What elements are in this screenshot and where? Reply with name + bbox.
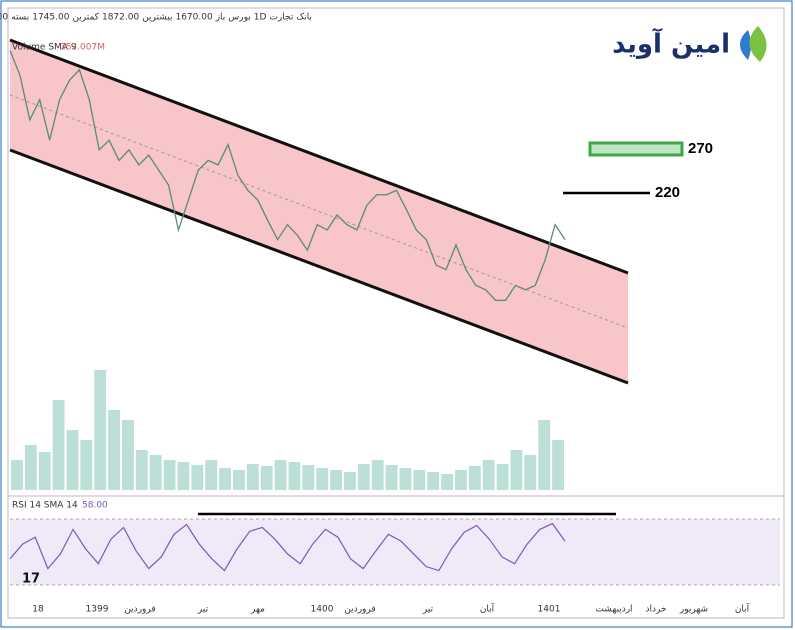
x-tick-label: آبان	[735, 603, 750, 615]
x-tick-label: 18	[32, 605, 44, 615]
volume-label: Volume SMA 9	[12, 43, 77, 53]
volume-bar	[219, 468, 231, 490]
x-tick-label: 1399	[86, 605, 109, 615]
volume-bar	[552, 440, 564, 490]
volume-bar	[357, 464, 370, 490]
x-tick-label: شهریور	[679, 605, 708, 615]
header-item: بانک تجارت	[269, 13, 312, 23]
volume-bar	[24, 445, 37, 490]
volume-bar	[177, 462, 190, 490]
volume-bar	[455, 470, 467, 490]
x-tick-label: فروردین	[344, 605, 375, 615]
volume-bar	[496, 464, 509, 490]
rsi-band	[10, 519, 780, 585]
volume-bar	[191, 465, 204, 490]
rsi-label: RSI 14 SMA 14	[12, 501, 78, 511]
volume-bar	[441, 474, 453, 490]
channel-bottom	[9, 148, 629, 385]
volume-bar	[38, 452, 51, 490]
rsi-line	[9, 522, 566, 572]
volume-bar	[468, 466, 481, 490]
x-tick-label: اردیبهشت	[595, 605, 632, 615]
volume-bar	[135, 450, 148, 490]
volume-bar	[524, 455, 537, 490]
volume-bar	[163, 460, 176, 490]
volume-bar	[80, 440, 93, 490]
header-item: 1745.00	[32, 13, 69, 23]
volume-bar	[399, 468, 412, 490]
level-label: 220	[655, 184, 680, 201]
volume-bar	[108, 410, 120, 490]
channel-mid	[9, 94, 629, 329]
x-tick-label: فروردین	[124, 605, 155, 615]
header-item: کمترین	[72, 13, 99, 23]
level-box	[588, 141, 684, 157]
header-item: 1D	[254, 13, 267, 23]
volume-bar	[205, 460, 218, 490]
volume-bar	[52, 400, 65, 490]
volume-bar	[510, 450, 523, 490]
volume-bar	[66, 430, 79, 490]
volume-bar	[122, 420, 134, 490]
header-item: بسته	[11, 13, 29, 23]
header-item: 1872.00	[102, 13, 139, 23]
header-item: بیشترین	[142, 13, 172, 23]
header-item: 1776.00	[0, 13, 8, 23]
volume-bar	[385, 465, 398, 490]
volume-sma: 352.007M	[60, 43, 105, 53]
header-item: بورس	[228, 13, 251, 23]
channel-top	[9, 38, 629, 275]
header-item: باز	[215, 13, 226, 23]
volume-bar	[344, 472, 356, 490]
volume-bar	[288, 462, 301, 490]
volume-bar	[149, 455, 162, 490]
volume-bar	[482, 460, 495, 490]
volume-bar	[260, 466, 273, 490]
x-tick-label: 1400	[311, 605, 334, 615]
x-tick-label: خرداد	[645, 605, 666, 615]
volume-bar	[371, 460, 384, 490]
volume-bar	[538, 420, 551, 490]
rsi-value: 58.00	[82, 501, 108, 511]
logo-text: امین آوید	[612, 28, 730, 60]
x-tick-label: تیر	[197, 605, 209, 615]
volume-bar	[274, 460, 287, 490]
volume-bar	[316, 468, 329, 490]
volume-bar	[233, 470, 245, 490]
x-tick-label: تیر	[422, 605, 434, 615]
x-tick-label: مهر	[250, 605, 265, 615]
volume-bar	[94, 370, 107, 490]
volume-bar	[246, 464, 259, 490]
volume-bar	[330, 470, 342, 490]
volume-bar	[413, 470, 426, 490]
volume-bar	[427, 472, 440, 490]
logo-icon	[740, 26, 767, 62]
x-tick-label: آبان	[480, 603, 495, 615]
x-tick-label: 1401	[538, 605, 561, 615]
volume-bar	[302, 465, 315, 490]
level-label: 270	[688, 140, 713, 157]
header-item: 1670.00	[175, 13, 212, 23]
volume-bar	[11, 460, 23, 490]
price-line	[9, 50, 566, 302]
tv-logo: 17	[22, 572, 40, 587]
